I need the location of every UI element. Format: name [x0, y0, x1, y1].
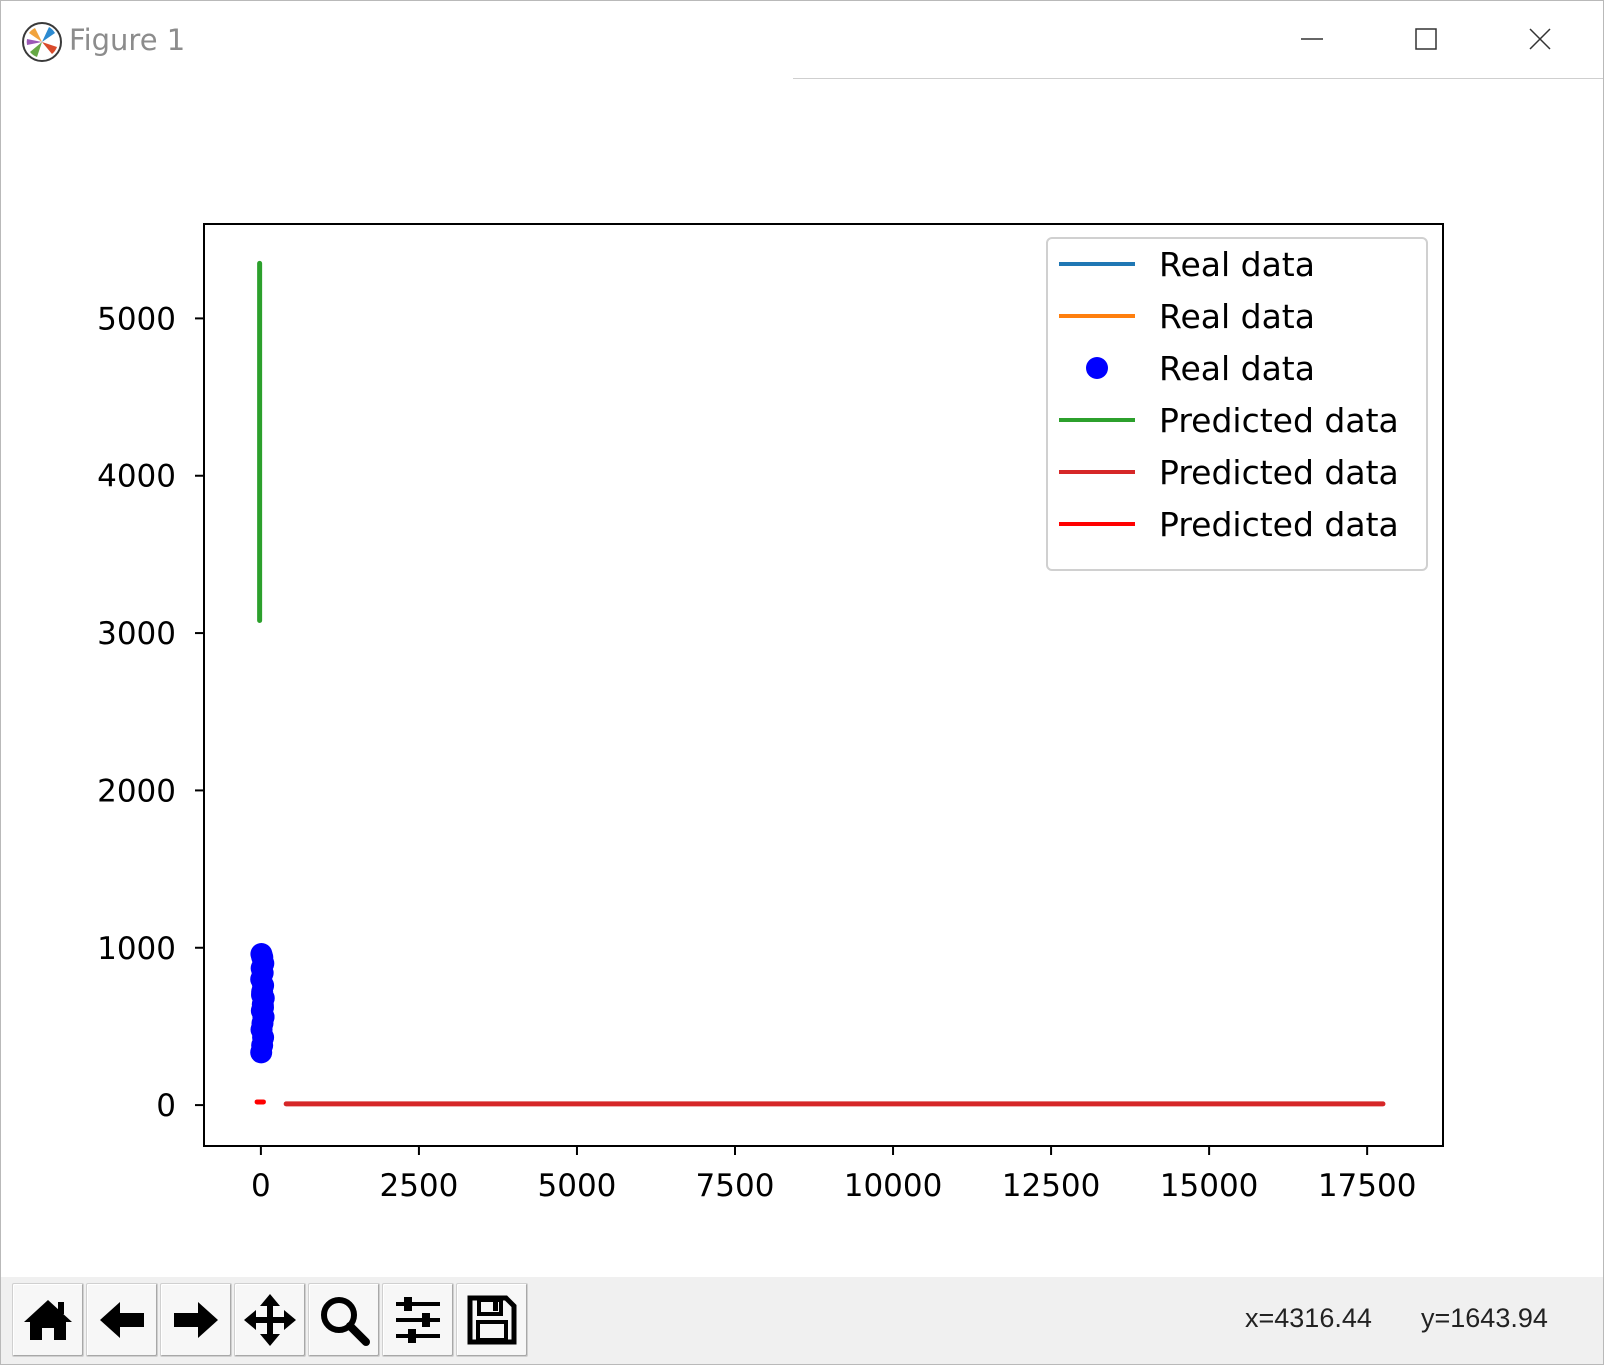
scatter-point: [250, 943, 273, 966]
y-tick-label: 2000: [97, 773, 176, 809]
x-tick-label: 17500: [1318, 1168, 1417, 1204]
legend-marker: [1086, 357, 1108, 379]
y-tick-label: 3000: [97, 616, 176, 652]
cursor-y-readout: y=1643.94: [1421, 1303, 1548, 1333]
sliders-icon: [396, 1297, 440, 1343]
y-tick-label: 0: [156, 1088, 176, 1124]
home-icon: [24, 1300, 72, 1340]
forward-button[interactable]: [160, 1283, 232, 1357]
x-tick-label: 7500: [696, 1168, 775, 1204]
x-tick-label: 12500: [1002, 1168, 1101, 1204]
search-icon: [321, 1297, 370, 1346]
x-tick-label: 2500: [379, 1168, 458, 1204]
zoom-button[interactable]: [308, 1283, 380, 1357]
arrow-right-icon: [174, 1302, 218, 1338]
legend-label: Real data: [1159, 245, 1315, 284]
scatter-point: [252, 1005, 275, 1028]
y-tick-label: 4000: [97, 459, 176, 495]
window-title: Figure 1: [69, 23, 186, 57]
title-divider: [793, 78, 1603, 79]
maximize-button[interactable]: [1371, 11, 1481, 67]
move-icon: [244, 1294, 296, 1346]
close-icon: [1529, 28, 1551, 50]
legend-label: Predicted data: [1159, 505, 1399, 544]
configure-subplots-button[interactable]: [382, 1283, 454, 1357]
arrow-left-icon: [100, 1302, 144, 1338]
minimize-button[interactable]: [1257, 11, 1367, 67]
pan-button[interactable]: [234, 1283, 306, 1357]
legend-label: Real data: [1159, 297, 1315, 336]
figure-canvas[interactable]: 0 2500 5000 7500 10000 12500 15000 17500 0 1000 20…: [1, 79, 1603, 1277]
navigation-toolbar: x=4316.44 y=1643.94: [1, 1277, 1603, 1364]
close-button[interactable]: [1485, 11, 1595, 67]
legend: Real data Real data Real data Predicted dat…: [1046, 237, 1428, 571]
x-tick-label: 5000: [538, 1168, 617, 1204]
save-button[interactable]: [456, 1283, 528, 1357]
x-tick-label: 15000: [1160, 1168, 1259, 1204]
cursor-x-readout: x=4316.44: [1245, 1303, 1372, 1333]
title-bar[interactable]: Figure 1: [1, 1, 1603, 79]
matplotlib-logo-icon: [22, 22, 62, 62]
maximize-icon: [1415, 28, 1437, 50]
home-button[interactable]: [12, 1283, 84, 1357]
legend-label: Real data: [1159, 349, 1315, 388]
chart[interactable]: 0 2500 5000 7500 10000 12500 15000 17500 0 1000 20…: [1, 79, 1603, 1277]
minimize-icon: [1301, 38, 1323, 40]
scatter-point: [251, 983, 274, 1006]
y-tick-label: 5000: [97, 301, 176, 337]
legend-label: Predicted data: [1159, 453, 1399, 492]
back-button[interactable]: [86, 1283, 158, 1357]
y-tick-label: 1000: [97, 931, 176, 967]
legend-label: Predicted data: [1159, 401, 1399, 440]
save-icon: [467, 1295, 517, 1345]
x-tick-label: 10000: [844, 1168, 943, 1204]
x-tick-label: 0: [251, 1168, 271, 1204]
legend-box: [1046, 237, 1428, 571]
